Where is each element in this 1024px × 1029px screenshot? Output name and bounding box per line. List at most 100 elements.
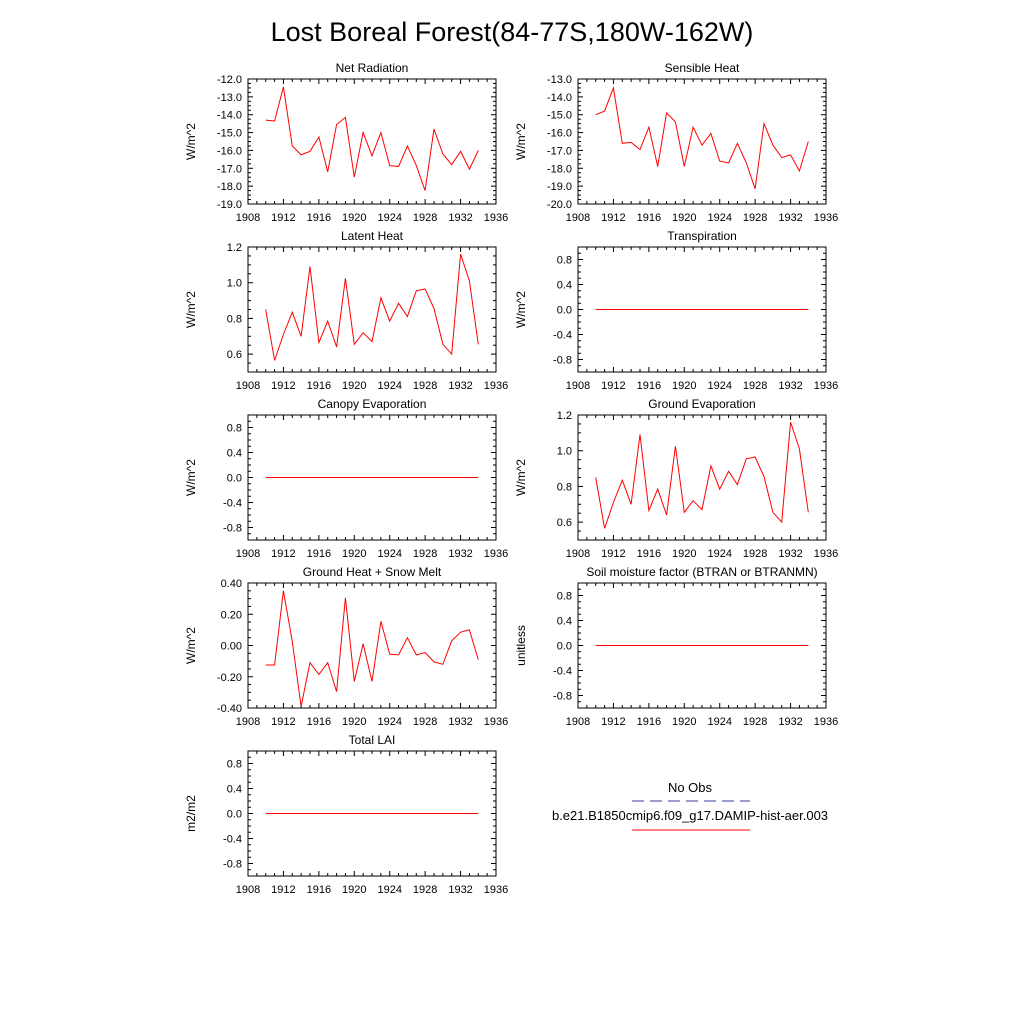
panel-title: Transpiration (667, 229, 737, 243)
x-tick-label: 1908 (236, 380, 260, 392)
y-axis-label: W/m^2 (184, 627, 198, 664)
y-tick-label: -19.0 (547, 181, 572, 193)
x-tick-label: 1912 (601, 716, 625, 728)
x-tick-label: 1932 (778, 548, 802, 560)
x-tick-label: 1924 (377, 716, 401, 728)
y-tick-label: -0.4 (223, 834, 242, 846)
x-tick-label: 1928 (413, 548, 437, 560)
x-tick-label: 1928 (743, 380, 767, 392)
x-tick-label: 1920 (342, 212, 366, 224)
y-axis-label: m2/m2 (184, 795, 198, 832)
x-tick-label: 1928 (413, 884, 437, 896)
panel-title: Latent Heat (341, 229, 404, 243)
x-tick-label: 1936 (484, 716, 508, 728)
x-tick-label: 1924 (707, 380, 731, 392)
panel-3: Latent Heat 1908 1912 1916 1920 1924 1928 1932 1… (184, 229, 508, 392)
y-tick-label: -18.0 (217, 181, 242, 193)
x-tick-label: 1916 (307, 548, 331, 560)
y-tick-label: -17.0 (217, 163, 242, 175)
y-tick-label: 1.2 (557, 410, 572, 422)
panel-6: Ground Evaporation 1908 1912 1916 1920 1924 19… (514, 397, 838, 560)
plot-frame (247, 246, 497, 373)
x-tick-label: 1924 (707, 212, 731, 224)
y-tick-label: -20.0 (547, 199, 572, 211)
x-tick-label: 1908 (566, 716, 590, 728)
x-tick-label: 1936 (484, 884, 508, 896)
y-tick-label: -0.8 (223, 859, 242, 871)
x-tick-label: 1908 (236, 716, 260, 728)
x-tick-label: 1928 (743, 548, 767, 560)
y-axis-label: unitless (514, 625, 528, 666)
y-tick-label: -17.0 (547, 145, 572, 157)
series-line (595, 421, 809, 529)
panel-title: Net Radiation (336, 61, 409, 75)
y-tick-label: -0.8 (553, 691, 572, 703)
x-tick-label: 1912 (271, 548, 295, 560)
legend: No Obs b.e21.B1850cmip6.f09_g17.DAMIP-hi… (552, 780, 828, 831)
y-axis-label: W/m^2 (514, 459, 528, 496)
x-tick-label: 1928 (413, 212, 437, 224)
series-line (595, 85, 809, 189)
panel-4: Transpiration 1908 1912 1916 1920 1924 1928 193… (514, 229, 838, 392)
x-tick-label: 1920 (672, 380, 696, 392)
x-tick-label: 1916 (637, 716, 661, 728)
y-tick-label: 0.6 (227, 349, 242, 361)
x-tick-label: 1932 (448, 380, 472, 392)
x-tick-label: 1908 (566, 548, 590, 560)
panels: Net Radiation 1908 1912 1916 1920 1924 1928 193… (184, 61, 838, 896)
y-tick-label: -18.0 (547, 163, 572, 175)
x-tick-label: 1932 (448, 212, 472, 224)
y-tick-label: -13.0 (547, 74, 572, 86)
y-axis-label: W/m^2 (184, 291, 198, 328)
y-tick-label: 0.4 (557, 280, 572, 292)
x-tick-label: 1932 (778, 212, 802, 224)
y-axis-label: W/m^2 (514, 123, 528, 160)
x-tick-label: 1916 (637, 380, 661, 392)
y-tick-label: -15.0 (547, 110, 572, 122)
figure-title: Lost Boreal Forest(84-77S,180W-162W) (271, 17, 754, 47)
y-tick-label: -15.0 (217, 128, 242, 140)
x-tick-label: 1912 (271, 212, 295, 224)
x-tick-label: 1920 (672, 212, 696, 224)
y-tick-label: 0.4 (227, 784, 242, 796)
y-tick-label: 0.40 (221, 578, 242, 590)
x-tick-label: 1932 (448, 548, 472, 560)
x-tick-label: 1920 (342, 884, 366, 896)
y-tick-label: 0.8 (227, 313, 242, 325)
y-tick-label: -0.8 (553, 355, 572, 367)
x-tick-label: 1916 (307, 716, 331, 728)
x-tick-label: 1932 (778, 716, 802, 728)
x-tick-label: 1916 (637, 548, 661, 560)
panel-title: Sensible Heat (665, 61, 740, 75)
panel-9: Total LAI 1908 1912 1916 1920 1924 1928 1932 193… (184, 733, 508, 896)
x-tick-label: 1932 (778, 380, 802, 392)
panel-title: Soil moisture factor (BTRAN or BTRANMN) (586, 565, 817, 579)
y-tick-label: -0.20 (217, 672, 242, 684)
x-tick-label: 1908 (566, 212, 590, 224)
y-tick-label: -0.40 (217, 703, 242, 715)
x-tick-label: 1912 (271, 380, 295, 392)
x-tick-label: 1916 (307, 380, 331, 392)
x-tick-label: 1924 (377, 884, 401, 896)
x-tick-label: 1928 (413, 380, 437, 392)
y-tick-label: -0.8 (223, 523, 242, 535)
y-tick-label: -16.0 (547, 128, 572, 140)
x-tick-label: 1908 (236, 548, 260, 560)
x-tick-label: 1912 (271, 884, 295, 896)
x-tick-label: 1916 (307, 884, 331, 896)
x-tick-label: 1920 (672, 716, 696, 728)
y-tick-label: 0.8 (557, 481, 572, 493)
x-tick-label: 1932 (448, 884, 472, 896)
y-tick-label: -14.0 (217, 110, 242, 122)
legend-model-label: b.e21.B1850cmip6.f09_g17.DAMIP-hist-aer.… (552, 808, 828, 823)
x-tick-label: 1924 (377, 548, 401, 560)
y-axis-label: W/m^2 (514, 291, 528, 328)
series-line (265, 253, 479, 361)
y-tick-label: 0.8 (557, 255, 572, 267)
panel-title: Canopy Evaporation (318, 397, 427, 411)
y-axis-label: W/m^2 (184, 459, 198, 496)
y-tick-label: -13.0 (217, 92, 242, 104)
panel-7: Ground Heat + Snow Melt 1908 1912 1916 1920 1… (184, 565, 508, 728)
